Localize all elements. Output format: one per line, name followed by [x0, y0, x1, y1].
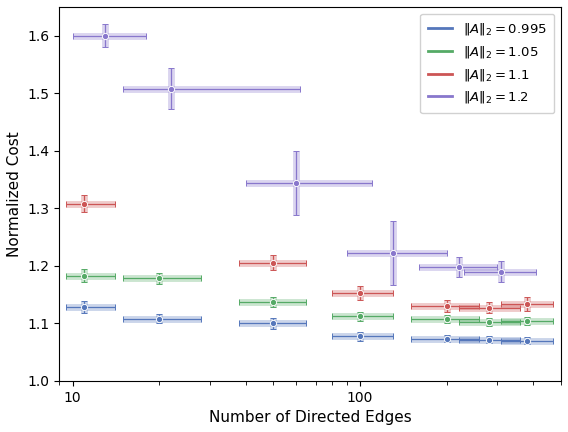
Legend: $\|A\|_2 = 0.995$, $\|A\|_2 = 1.05$, $\|A\|_2 = 1.1$, $\|A\|_2 = 1.2$: $\|A\|_2 = 0.995$, $\|A\|_2 = 1.05$, $\|… [420, 13, 554, 113]
Y-axis label: Normalized Cost: Normalized Cost [7, 131, 22, 257]
X-axis label: Number of Directed Edges: Number of Directed Edges [209, 410, 412, 425]
